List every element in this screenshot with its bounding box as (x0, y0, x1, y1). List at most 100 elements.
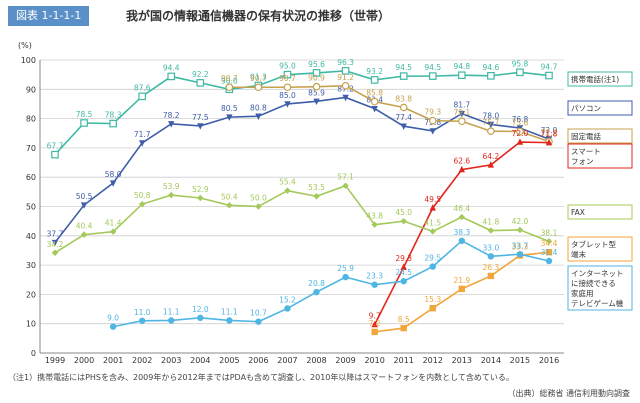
data-point (516, 68, 524, 77)
data-label: 81.7 (453, 101, 470, 110)
data-label: 58.0 (105, 170, 122, 179)
y-tick-label: 70 (26, 144, 36, 153)
data-label: 62.6 (453, 157, 470, 166)
data-point (400, 123, 407, 130)
data-point (545, 71, 553, 80)
data-label: 31.4 (541, 248, 558, 257)
data-label: 91.2 (337, 73, 354, 82)
legend-label: に接続できる (571, 278, 616, 288)
data-point (429, 128, 436, 135)
data-point (80, 202, 88, 209)
series-line (229, 84, 550, 143)
data-label: 90.7 (279, 74, 296, 83)
data-point (487, 227, 495, 234)
y-tick-label: 30 (26, 261, 36, 270)
data-point (283, 70, 292, 79)
data-label: 73.0 (541, 126, 558, 135)
data-label: 78.5 (76, 110, 93, 119)
data-point (399, 72, 408, 80)
legend-label: インターネット (571, 269, 624, 278)
data-label: 55.4 (279, 178, 296, 187)
x-tick-label: 2001 (103, 356, 123, 365)
data-point (458, 71, 466, 80)
x-tick-label: 2004 (190, 356, 210, 365)
data-label: 90.7 (250, 74, 267, 83)
data-point (371, 320, 378, 328)
data-point (400, 278, 407, 285)
data-label: 9.7 (369, 312, 381, 321)
data-point (80, 231, 88, 238)
data-point (458, 165, 466, 173)
x-tick-label: 2012 (423, 356, 443, 365)
data-label: 83.8 (395, 94, 412, 103)
data-label: 57.1 (337, 173, 354, 182)
data-point (428, 72, 437, 80)
data-label: 95.0 (279, 62, 296, 71)
data-point (545, 257, 553, 265)
data-label: 80.8 (250, 103, 267, 112)
data-point (428, 116, 437, 125)
series-line (54, 96, 550, 244)
data-point (370, 76, 379, 84)
data-label: 95.8 (512, 59, 529, 68)
x-tick-label: 1999 (45, 356, 65, 365)
data-label: 94.5 (424, 63, 441, 72)
source-note: （出典）総務省 通信利用動向調査 (507, 389, 630, 398)
data-point (168, 121, 175, 128)
data-label: 8.5 (398, 315, 410, 324)
data-point (167, 72, 176, 81)
data-label: 33.3 (512, 242, 529, 251)
x-tick-label: 2010 (364, 356, 384, 365)
data-label: 50.0 (250, 194, 267, 203)
data-point (516, 251, 524, 258)
data-point (458, 285, 466, 293)
data-point (51, 239, 59, 247)
x-tick-label: 2002 (132, 356, 152, 365)
data-label: 23.3 (366, 272, 383, 281)
data-label: 76.8 (512, 115, 529, 124)
data-point (226, 114, 233, 121)
data-label: 94.4 (163, 63, 180, 72)
data-label: 92.2 (192, 70, 209, 79)
data-point (370, 97, 379, 106)
data-point (226, 317, 233, 324)
x-tick-label: 2015 (510, 356, 530, 365)
data-label: 94.5 (395, 63, 412, 72)
data-point (197, 314, 204, 322)
legend-box (567, 143, 633, 169)
legend-box (567, 100, 633, 116)
x-tick-label: 2005 (219, 356, 239, 365)
data-label: 50.5 (76, 192, 93, 201)
data-point (487, 272, 495, 280)
data-point (458, 213, 466, 221)
data-point (109, 119, 117, 128)
y-tick-label: 80 (26, 115, 36, 124)
data-label: 7.2 (369, 319, 381, 328)
data-point (255, 113, 262, 120)
data-label: 12.0 (192, 305, 209, 314)
series-line (54, 184, 550, 254)
data-label: 77.4 (395, 113, 412, 122)
data-point (109, 323, 117, 330)
data-label: 29.3 (395, 254, 412, 263)
data-point (51, 150, 59, 159)
legend-label: フォン (571, 157, 594, 166)
data-label: 71.8 (541, 130, 558, 139)
data-label: 50.8 (134, 191, 151, 200)
legend-label: テレビゲーム機 (571, 298, 624, 308)
legend-box (567, 204, 633, 220)
legend-label: 固定電話 (571, 131, 601, 141)
data-point (545, 138, 553, 146)
data-label: 90.7 (221, 74, 238, 83)
y-tick-label: 90 (26, 85, 36, 94)
data-point (138, 200, 146, 208)
data-point (226, 202, 233, 209)
data-label: 64.2 (483, 152, 500, 161)
data-label: 38.1 (541, 228, 558, 237)
data-label: 93.2 (366, 67, 383, 76)
data-label: 78.2 (163, 111, 180, 120)
data-label: 15.2 (279, 295, 296, 304)
legend-label: 携帯電話(注1) (571, 74, 619, 84)
data-point (487, 127, 495, 135)
